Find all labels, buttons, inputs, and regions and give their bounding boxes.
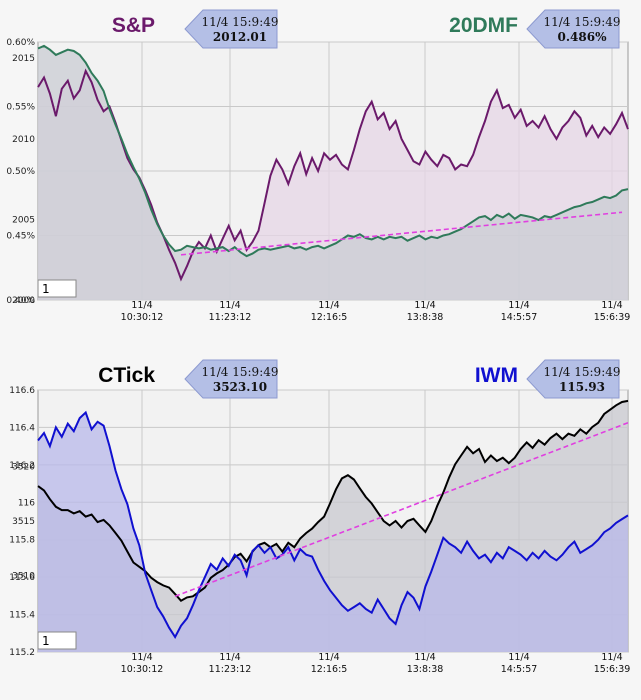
x-tick-time: 15:6:39 (594, 312, 631, 323)
callout-arrow (184, 359, 278, 399)
y-tick-label: 2010 (12, 135, 35, 145)
y-tick-label: 2015 (12, 54, 35, 64)
chart-panel-bottom: 3520 3515 3510 116.6 116.4 116.2 116 115.8 115.6… (9, 359, 631, 675)
x-tick-date: 11/4 (318, 300, 339, 311)
y-tick-label: 115.4 (9, 611, 35, 621)
x-tick-date: 11/4 (508, 652, 529, 663)
bars-input-value: 1 (42, 634, 50, 648)
y-tick-label: 115.2 (9, 648, 35, 658)
x-tick-time: 11:23:12 (209, 312, 252, 323)
y-tick-label: 116.4 (9, 423, 35, 433)
bars-input-field[interactable] (37, 279, 77, 298)
y-tick-label: 0.60% (6, 38, 35, 48)
x-tick-date: 11/4 (318, 652, 339, 663)
y-tick-label: 2005 (12, 215, 35, 225)
y-tick-label: 3520 (12, 462, 35, 472)
series-area-iwm (38, 412, 628, 652)
y-tick-label: 0.50% (6, 167, 35, 177)
series-title-s-p: S&P (112, 14, 155, 37)
y-tick-label: 116.6 (9, 386, 35, 396)
y-tick-label: 116 (18, 498, 35, 508)
trendline (174, 422, 629, 598)
series-line-20dmf (37, 44, 629, 258)
x-tick-time: 12:16:5 (311, 312, 348, 323)
bars-input-field[interactable] (37, 631, 77, 650)
chart-panel-top: 2015 2010 2005 2000 0.60% 0.55% 0.50% 0.45% 0.40… (6, 9, 631, 323)
x-tick-date: 11/4 (601, 652, 622, 663)
series-area-20dmf (38, 45, 628, 301)
x-tick-date: 11/4 (219, 300, 240, 311)
y-tick-label: 3515 (12, 517, 35, 527)
callout-arrow (526, 9, 620, 49)
x-tick-date: 11/4 (508, 300, 529, 311)
y-tick-label: 0.55% (6, 103, 35, 113)
callout-value: 2012.01 (213, 30, 267, 44)
y-tick-label: 0.40% (6, 296, 35, 306)
y-tick-label: 3510 (12, 572, 35, 582)
series-line-ctick (37, 399, 629, 602)
series-title-iwm: IWM (475, 364, 518, 387)
callout-value: 3523.10 (213, 380, 267, 394)
x-tick-time: 14:5:57 (501, 312, 538, 323)
x-tick-date: 11/4 (131, 300, 152, 311)
callout-arrow (526, 359, 620, 399)
series-title-20dmf: 20DMF (449, 14, 518, 37)
callout-time: 11/4 15:9:49 (543, 15, 620, 29)
callout-time: 11/4 15:9:49 (201, 15, 278, 29)
x-tick-time: 13:8:38 (407, 312, 444, 323)
x-tick-date: 11/4 (414, 652, 435, 663)
series-line-iwm (37, 410, 629, 639)
x-tick-date: 11/4 (131, 652, 152, 663)
x-tick-date: 11/4 (414, 300, 435, 311)
x-tick-time: 10:30:12 (121, 312, 164, 323)
x-tick-time: 15:6:39 (594, 664, 631, 675)
trendline (180, 211, 623, 256)
callout-value: 0.486% (558, 30, 608, 44)
callout-time: 11/4 15:9:49 (543, 365, 620, 379)
x-tick-time: 12:16:5 (311, 664, 348, 675)
y-tick-label: 2000 (12, 296, 35, 306)
y-tick-label: 115.6 (9, 573, 35, 583)
x-tick-time: 14:5:57 (501, 664, 538, 675)
x-tick-time: 11:23:12 (209, 664, 252, 675)
callout-arrow (184, 9, 278, 49)
bars-input-value: 1 (42, 282, 50, 296)
x-tick-time: 10:30:12 (121, 664, 164, 675)
x-tick-date: 11/4 (601, 300, 622, 311)
y-tick-label: 115.8 (9, 536, 35, 546)
series-title-ctick: CTick (98, 364, 155, 387)
callout-time: 11/4 15:9:49 (201, 365, 278, 379)
y-tick-label: 0.45% (6, 232, 35, 242)
y-tick-label: 116.2 (9, 461, 35, 471)
callout-value: 115.93 (559, 380, 605, 394)
x-tick-date: 11/4 (219, 652, 240, 663)
x-tick-time: 13:8:38 (407, 664, 444, 675)
